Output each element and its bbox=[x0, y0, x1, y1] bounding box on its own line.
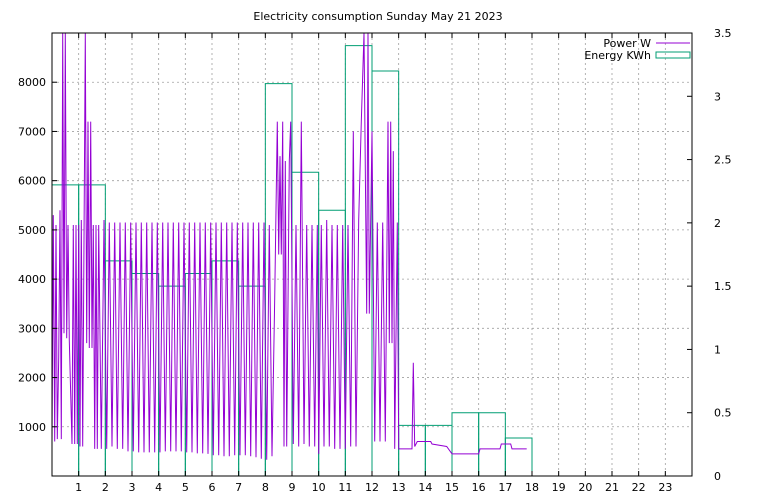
x-tick-label-15: 15 bbox=[445, 481, 459, 494]
y-tick-label-1000: 1000 bbox=[18, 421, 46, 434]
x-tick-label-20: 20 bbox=[578, 481, 592, 494]
x-tick-label-12: 12 bbox=[365, 481, 379, 494]
x-tick-label-6: 6 bbox=[209, 481, 216, 494]
energy-bar-hour-12 bbox=[371, 70, 400, 476]
y2-tick-label-2.5: 2.5 bbox=[714, 154, 732, 167]
legend-power-label: Power W bbox=[603, 37, 651, 50]
energy-bar-hour-14 bbox=[424, 424, 453, 476]
x-tick-label-13: 13 bbox=[392, 481, 406, 494]
x-tick-label-16: 16 bbox=[472, 481, 486, 494]
x-tick-label-8: 8 bbox=[262, 481, 269, 494]
y-tick-label-2000: 2000 bbox=[18, 372, 46, 385]
y-tick-label-6000: 6000 bbox=[18, 175, 46, 188]
x-tick-label-7: 7 bbox=[235, 481, 242, 494]
y2-tick-label-0.5: 0.5 bbox=[714, 407, 732, 420]
power-line bbox=[51, 32, 527, 460]
x-tick-label-3: 3 bbox=[129, 481, 136, 494]
x-tick-label-5: 5 bbox=[182, 481, 189, 494]
x-tick-label-14: 14 bbox=[418, 481, 432, 494]
energy-bar-hour-17 bbox=[504, 437, 533, 476]
legend: Power W Energy KWh bbox=[584, 37, 691, 62]
legend-energy-label: Energy KWh bbox=[584, 49, 651, 62]
legend-energy-swatch bbox=[655, 51, 691, 59]
y-tick-label-5000: 5000 bbox=[18, 224, 46, 237]
y-tick-label-4000: 4000 bbox=[18, 273, 46, 286]
x-tick-label-1: 1 bbox=[75, 481, 82, 494]
x-tick-label-18: 18 bbox=[525, 481, 539, 494]
x-tick-label-9: 9 bbox=[289, 481, 296, 494]
y-tick-label-7000: 7000 bbox=[18, 125, 46, 138]
chart-title: Electricity consumption Sunday May 21 20… bbox=[253, 10, 502, 23]
x-tick-label-21: 21 bbox=[605, 481, 619, 494]
x-tick-label-2: 2 bbox=[102, 481, 109, 494]
y-tick-label-8000: 8000 bbox=[18, 76, 46, 89]
y-tick-label-3000: 3000 bbox=[18, 322, 46, 335]
y2-tick-label-3.5: 3.5 bbox=[714, 27, 732, 40]
axis-layer: 1 2 3 4 5 6 7 8 9 10 11 12 13 14 15 16 17 18 19 20 21 22 23100… bbox=[18, 27, 732, 494]
y2-tick-label-0: 0 bbox=[714, 470, 721, 483]
y2-tick-label-1.5: 1.5 bbox=[714, 280, 732, 293]
x-tick-label-23: 23 bbox=[658, 481, 672, 494]
y2-tick-label-1: 1 bbox=[714, 343, 721, 356]
x-tick-label-22: 22 bbox=[632, 481, 646, 494]
y2-tick-label-2: 2 bbox=[714, 217, 721, 230]
x-tick-label-17: 17 bbox=[498, 481, 512, 494]
x-tick-label-11: 11 bbox=[338, 481, 352, 494]
power-series-layer bbox=[51, 32, 527, 460]
x-tick-label-19: 19 bbox=[552, 481, 566, 494]
y2-tick-label-3: 3 bbox=[714, 90, 721, 103]
energy-bar-hour-15 bbox=[451, 412, 480, 476]
x-tick-label-4: 4 bbox=[155, 481, 162, 494]
x-tick-label-10: 10 bbox=[312, 481, 326, 494]
